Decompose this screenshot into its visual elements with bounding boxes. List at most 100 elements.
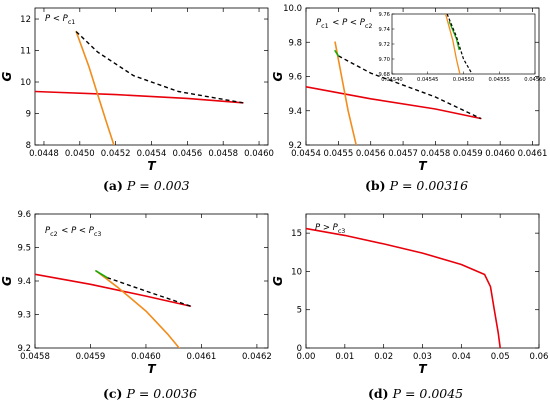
series-line-b-2 (338, 55, 482, 120)
series-line-a-1 (75, 30, 115, 145)
series-group-d (306, 227, 502, 348)
x-tick-label-c: 0.0462 (242, 352, 272, 362)
series-group-c (35, 270, 192, 348)
x-tick-label-d: 0.02 (374, 352, 393, 362)
caption-a: (a) P = 0.003 (103, 178, 190, 193)
y-tick-label-d: 10 (291, 267, 302, 277)
series-line-c-3 (95, 270, 108, 279)
y-tick-label-b: 9.6 (288, 73, 302, 83)
annotation-c: Pc2 < P < Pc3 (45, 226, 102, 238)
x-tick-label-c: 0.0458 (20, 352, 50, 362)
inset-frame (391, 13, 536, 75)
inset-x-tick-label: 0.04545 (417, 77, 438, 83)
inset-series-line-0 (444, 14, 461, 74)
inset-y-tick-label: 9.76 (378, 12, 390, 18)
y-tick-label-d: 5 (297, 306, 302, 316)
inset-b: 0.04540 0.04545 0.04550 0.04555 0.04560 9.68 9… (378, 12, 545, 83)
y-tick-label-b: 9.4 (288, 107, 302, 117)
x-tick-label-a: 0.0458 (208, 149, 238, 159)
y-tick-label-a: 10 (20, 78, 31, 88)
series-line-c-1 (95, 270, 180, 348)
y-tick-label-d: 0 (297, 344, 302, 354)
series-line-b-3 (334, 49, 340, 57)
caption-c: (c) P = 0.0036 (103, 386, 198, 401)
panel-a: 0.0448 0.0450 0.0452 0.0454 0.0456 0.0458 0.04… (0, 7, 274, 173)
plot-frame-a (34, 7, 269, 146)
annotation-a: P < Pc1 (45, 14, 76, 26)
x-tick-label-b: 0.0458 (421, 149, 451, 159)
x-tick-label-b: 0.0461 (518, 149, 548, 159)
y-axis-label-d: G (271, 276, 285, 286)
inset-series-line-2 (446, 14, 473, 74)
y-tick-label-b: 9.8 (288, 38, 302, 48)
inset-x-tick-label: 0.04555 (489, 77, 510, 83)
x-axis-label-a: T (147, 159, 156, 173)
x-tick-label-c: 0.0459 (76, 352, 106, 362)
inset-y-tick-label: 9.70 (378, 57, 390, 63)
inset-x-tick-label: 0.04550 (453, 77, 474, 83)
x-tick-label-b: 0.0455 (323, 149, 353, 159)
y-axis-label-c: G (0, 276, 14, 286)
caption-b: (b) P = 0.00316 (365, 178, 469, 193)
y-tick-label-b: 10.0 (283, 4, 302, 14)
series-line-d-0 (306, 227, 502, 348)
x-tick-label-d: 0.00 (297, 352, 316, 362)
y-tick-label-c: 9.6 (17, 210, 31, 220)
y-tick-label-d: 15 (291, 229, 302, 239)
x-tick-label-d: 0.06 (530, 352, 549, 362)
series-line-c-0 (35, 273, 192, 307)
x-tick-label-c: 0.0460 (131, 352, 161, 362)
series-group-b (306, 41, 482, 145)
y-tick-label-c: 9.4 (17, 277, 31, 287)
x-tick-label-a: 0.0454 (137, 149, 167, 159)
y-tick-label-a: 8 (26, 141, 31, 151)
inset-y-tick-label: 9.68 (378, 72, 390, 78)
y-axis-label-b: G (271, 71, 285, 81)
x-tick-label-a: 0.0456 (172, 149, 202, 159)
caption-d: (d) P = 0.0045 (368, 386, 464, 401)
series-line-b-1 (334, 41, 358, 145)
series-line-a-0 (35, 90, 244, 104)
x-tick-label-b: 0.0460 (485, 149, 515, 159)
panel-c: 0.0458 0.0459 0.0460 0.0461 0.0462 9.2 9.3 9.4 9… (0, 210, 272, 376)
series-line-c-2 (106, 276, 191, 307)
x-axis-label-b: T (418, 159, 427, 173)
series-line-a-2 (75, 31, 244, 104)
y-tick-label-a: 12 (20, 15, 31, 25)
x-tick-label-a: 0.0450 (65, 149, 95, 159)
x-tick-label-d: 0.01 (335, 352, 354, 362)
x-tick-label-c: 0.0461 (187, 352, 217, 362)
y-tick-label-c: 9.2 (17, 344, 31, 354)
x-tick-label-b: 0.0456 (356, 149, 386, 159)
annotation-b: Pc1 < P < Pc2 (316, 18, 373, 30)
inset-y-tick-label: 9.74 (378, 27, 390, 33)
inset-series-line-1 (448, 21, 460, 51)
series-line-b-0 (306, 86, 482, 120)
annotation-d: P > Pc3 (315, 223, 346, 235)
x-tick-label-a: 0.0460 (244, 149, 274, 159)
x-tick-label-d: 0.04 (452, 352, 471, 362)
panel-b: 0.0454 0.0455 0.0456 0.0457 0.0458 0.0459 0.04… (271, 4, 547, 173)
y-tick-label-a: 9 (26, 110, 31, 120)
inset-y-tick-label: 9.72 (378, 42, 390, 48)
y-tick-label-c: 9.5 (17, 244, 31, 254)
x-tick-label-d: 0.03 (413, 352, 432, 362)
y-tick-label-b: 9.2 (288, 141, 302, 151)
x-axis-label-d: T (418, 362, 427, 376)
y-axis-label-a: G (0, 71, 14, 81)
x-tick-label-a: 0.0448 (29, 149, 59, 159)
x-tick-label-a: 0.0452 (101, 149, 131, 159)
inset-x-tick-label: 0.04540 (381, 77, 402, 83)
y-tick-label-c: 9.3 (17, 311, 31, 321)
inset-series-group (444, 14, 473, 74)
x-tick-label-b: 0.0454 (291, 149, 321, 159)
x-tick-label-b: 0.0457 (388, 149, 418, 159)
y-tick-label-a: 11 (20, 47, 31, 57)
inset-x-tick-label: 0.04560 (524, 77, 545, 83)
x-tick-label-b: 0.0459 (453, 149, 483, 159)
panel-d: 0.00 0.01 0.02 0.03 0.04 0.05 0.06 0 5 10 15 T G P > … (271, 213, 549, 376)
x-tick-label-d: 0.05 (491, 352, 510, 362)
x-axis-label-c: T (147, 362, 156, 376)
series-group-a (35, 30, 244, 145)
